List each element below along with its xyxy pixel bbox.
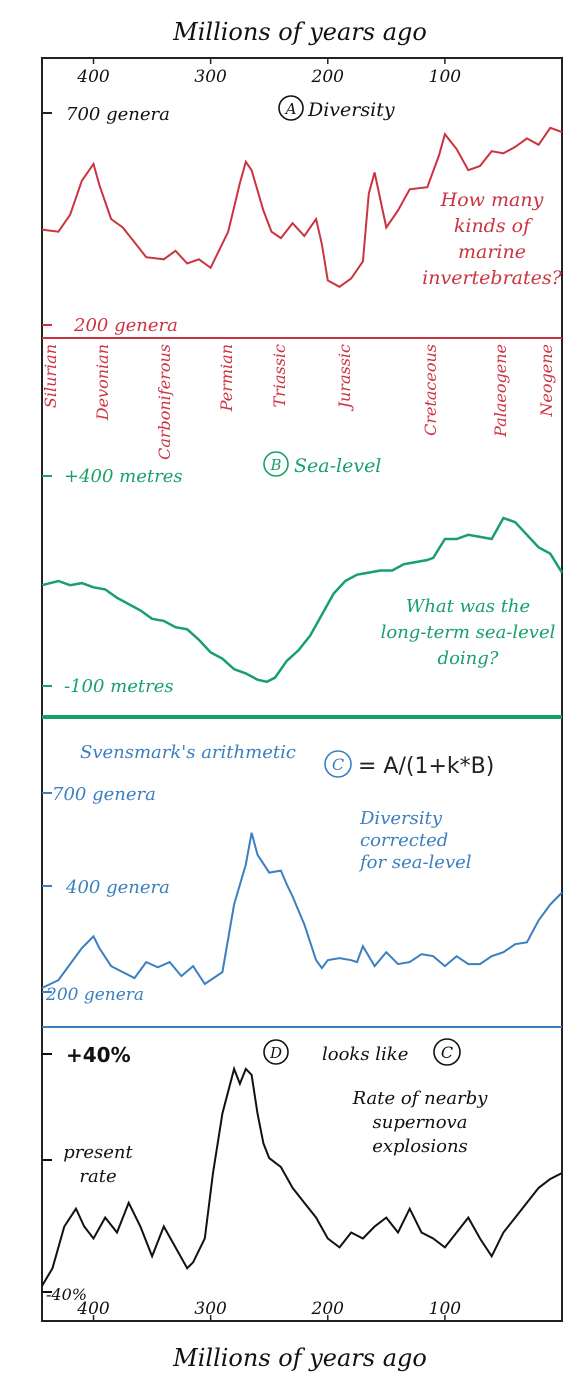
panel-a-title: Diversity (307, 99, 395, 121)
sea-level-line (41, 516, 564, 684)
period-label: Triassic (270, 344, 289, 408)
top-tick-label: 300 (194, 67, 227, 87)
annotation-line: How many (440, 189, 544, 211)
annotation-line: kinds of (454, 215, 533, 237)
period-label: Cretaceous (421, 344, 440, 436)
bottom-axis-title: Millions of years ago (172, 1344, 427, 1372)
corrected-diversity-line (41, 832, 563, 989)
chart-frame (41, 57, 563, 1322)
top-tick-label: 100 (429, 67, 462, 87)
period-labels: Silurian Devonian Carboniferous Permian Tria… (41, 344, 556, 460)
top-ticks: 400 300 200 100 (76, 58, 461, 87)
panel-d-title: looks like (322, 1044, 408, 1065)
panel-b-badge-letter: B (269, 456, 281, 474)
panel-d-ymin-label: -40% (46, 1285, 87, 1304)
panel-c-ymid-label: 400 genera (65, 877, 170, 898)
annotation-line: long-term sea-level (381, 622, 556, 643)
panel-d-annotation: Rate of nearby supernova explosions (352, 1088, 489, 1157)
diversity-line (41, 126, 563, 288)
panel-c-subtitle: Svensmark's arithmetic (80, 742, 296, 763)
annotation-line: supernova (373, 1112, 468, 1133)
bottom-ticks: 400 300 200 100 (76, 1299, 461, 1321)
panel-c-badge-circle (324, 750, 352, 778)
panel-c-badge-letter: C (332, 755, 344, 774)
annotation-line: corrected (360, 830, 448, 851)
period-label: Jurassic (335, 344, 354, 411)
period-label: Silurian (41, 344, 60, 408)
period-label: Devonian (93, 344, 112, 421)
annotation-line: What was the (406, 596, 530, 617)
panel-d-ymax-label: +40% (66, 1043, 131, 1067)
annotation-line: marine (458, 241, 526, 263)
annotation-line: Diversity (359, 808, 443, 829)
annotation-line: invertebrates? (422, 267, 562, 289)
panel-d-badge-letter: D (269, 1044, 282, 1062)
panel-a-badge-letter: A (284, 100, 297, 118)
panel-c-ymax-label: 700 genera (52, 784, 156, 805)
panel-d: +40% D looks like C present rate Rate of … (41, 1038, 563, 1304)
panel-a-badge-circle (278, 95, 304, 121)
panel-a-ymax-label: 700 genera (66, 104, 170, 125)
panel-d-title-badge-letter: C (441, 1043, 453, 1062)
annotation-line: for sea-level (358, 852, 472, 873)
top-tick-label: 400 (76, 67, 110, 87)
period-label: Carboniferous (155, 344, 174, 460)
period-label: Palaeogene (491, 344, 510, 438)
top-tick-label: 200 (311, 67, 345, 87)
panel-c-ymin-label: 200 genera (45, 985, 144, 1005)
panel-b-ymin-label: -100 metres (64, 676, 174, 697)
annotation-line: rate (79, 1166, 116, 1187)
top-axis-title: Millions of years ago (172, 18, 427, 46)
annotation-line: Rate of nearby (352, 1088, 489, 1109)
bottom-tick-label: 100 (429, 1299, 462, 1319)
supernova-rate-line (41, 1065, 563, 1287)
panel-b-annotation: What was the long-term sea-level doing? (381, 596, 556, 669)
period-label: Neogene (537, 344, 556, 418)
panel-d-present-label: present rate (63, 1142, 133, 1187)
panel-c-title: = A/(1+k*B) (358, 754, 494, 779)
panel-b-badge-circle (263, 451, 289, 477)
panel-b-title: Sea-level (294, 455, 381, 477)
panel-a-ymin-label: 200 genera (73, 315, 178, 336)
panel-b-ymax-label: +400 metres (64, 466, 183, 487)
annotation-line: doing? (438, 648, 499, 669)
panel-c: Svensmark's arithmetic C = A/(1+k*B) 700… (41, 742, 563, 1005)
period-label: Permian (217, 344, 236, 412)
bottom-tick-label: 400 (76, 1299, 110, 1319)
panel-b: Silurian Devonian Carboniferous Permian Tria… (41, 344, 564, 697)
panel-d-title-badge-circle (433, 1038, 461, 1066)
panel-d-badge-circle (263, 1039, 289, 1065)
bottom-tick-label: 300 (194, 1299, 227, 1319)
bottom-tick-label: 200 (311, 1299, 345, 1319)
annotation-line: explosions (372, 1136, 468, 1157)
panel-a: 700 genera A Diversity How many kinds of m… (41, 95, 563, 336)
panel-a-annotation: How many kinds of marine invertebrates? (422, 189, 562, 289)
annotation-line: present (63, 1142, 133, 1163)
